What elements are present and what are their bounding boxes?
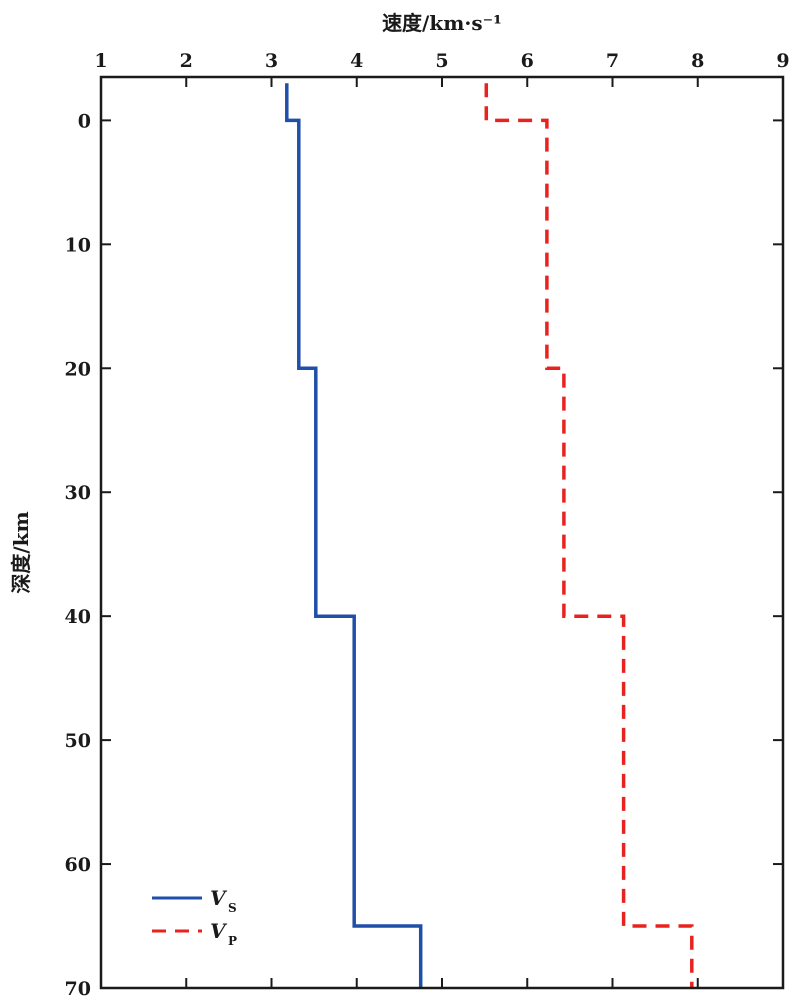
series-line-vp [484,83,694,988]
x-tick-label: 9 [776,50,789,72]
y-tick-label: 10 [65,234,91,256]
x-tick-label: 7 [606,50,619,72]
y-axis-title: 深度/km [9,511,33,593]
axis-ticks: 1 2 3 4 5 6 7 8 9 0 10 20 30 40 50 60 70 [65,50,790,1000]
plot-frame [99,75,785,990]
y-tick-label: 0 [78,110,91,132]
x-tick-label: 6 [521,50,534,72]
legend-subscript-vp: P [228,934,237,948]
legend-label-vs: V [210,886,228,910]
y-tick-label: 70 [65,978,91,1000]
legend-label-vp: V [210,919,228,943]
y-tick-label: 50 [65,730,91,752]
x-tick-label: 5 [435,50,448,72]
y-tick-label: 20 [65,358,91,380]
x-tick-label: 1 [94,50,107,72]
x-tick-label: 2 [180,50,193,72]
series-line-vs [285,83,423,988]
y-tick-label: 30 [65,482,91,504]
series-layer [285,83,694,988]
x-axis-title: 速度/km·s⁻¹ [382,11,502,35]
legend: V SV P [152,886,237,948]
legend-subscript-vs: S [228,901,237,915]
x-tick-label: 4 [350,50,363,72]
x-tick-label: 3 [265,50,278,72]
y-tick-label: 40 [65,606,91,628]
x-tick-label: 8 [691,50,704,72]
y-tick-label: 60 [65,854,91,876]
